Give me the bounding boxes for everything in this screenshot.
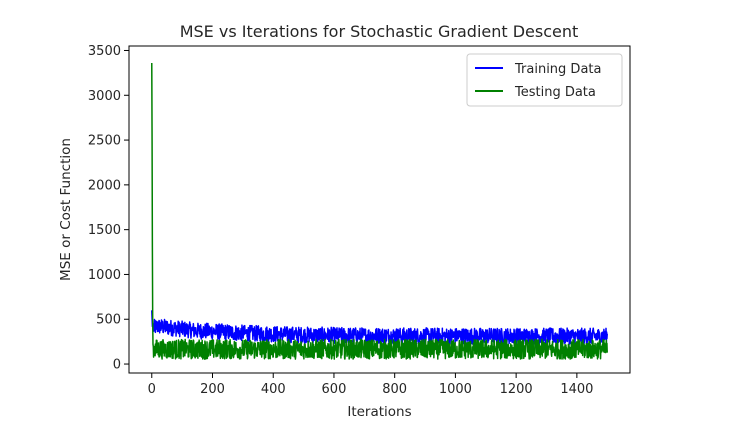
y-tick-label: 3500 bbox=[88, 44, 121, 59]
y-tick-label: 1000 bbox=[88, 268, 121, 283]
x-tick-label: 800 bbox=[382, 382, 407, 397]
y-axis: 0 500 1000 1500 2000 2500 3000 3500 bbox=[88, 44, 129, 373]
y-tick-label: 500 bbox=[96, 313, 121, 328]
x-axis: 0 200 400 600 800 1000 1200 1400 bbox=[148, 373, 593, 397]
legend-label-testing: Testing Data bbox=[514, 85, 596, 100]
series-line-testing bbox=[151, 63, 608, 360]
y-tick-label: 2000 bbox=[88, 178, 121, 193]
y-tick-label: 3000 bbox=[88, 89, 121, 104]
x-axis-label: Iterations bbox=[347, 404, 411, 420]
plot-frame bbox=[128, 45, 631, 374]
legend-label-training: Training Data bbox=[514, 62, 601, 77]
chart-title: MSE vs Iterations for Stochastic Gradien… bbox=[180, 22, 579, 41]
y-tick-label: 1500 bbox=[88, 223, 121, 238]
x-tick-label: 1200 bbox=[500, 382, 533, 397]
y-tick-label: 2500 bbox=[88, 134, 121, 149]
x-tick-label: 600 bbox=[322, 382, 347, 397]
x-tick-label: 1000 bbox=[439, 382, 472, 397]
y-tick-label: 0 bbox=[113, 358, 121, 373]
x-tick-label: 1400 bbox=[560, 382, 593, 397]
legend: Training Data Testing Data bbox=[466, 53, 623, 107]
x-tick-label: 0 bbox=[148, 382, 156, 397]
legend-box bbox=[466, 53, 623, 107]
x-tick-label: 400 bbox=[261, 382, 286, 397]
series-line-training bbox=[151, 310, 608, 345]
y-axis-label: MSE or Cost Function bbox=[58, 138, 74, 281]
x-tick-label: 200 bbox=[200, 382, 225, 397]
plot-series bbox=[151, 63, 608, 360]
